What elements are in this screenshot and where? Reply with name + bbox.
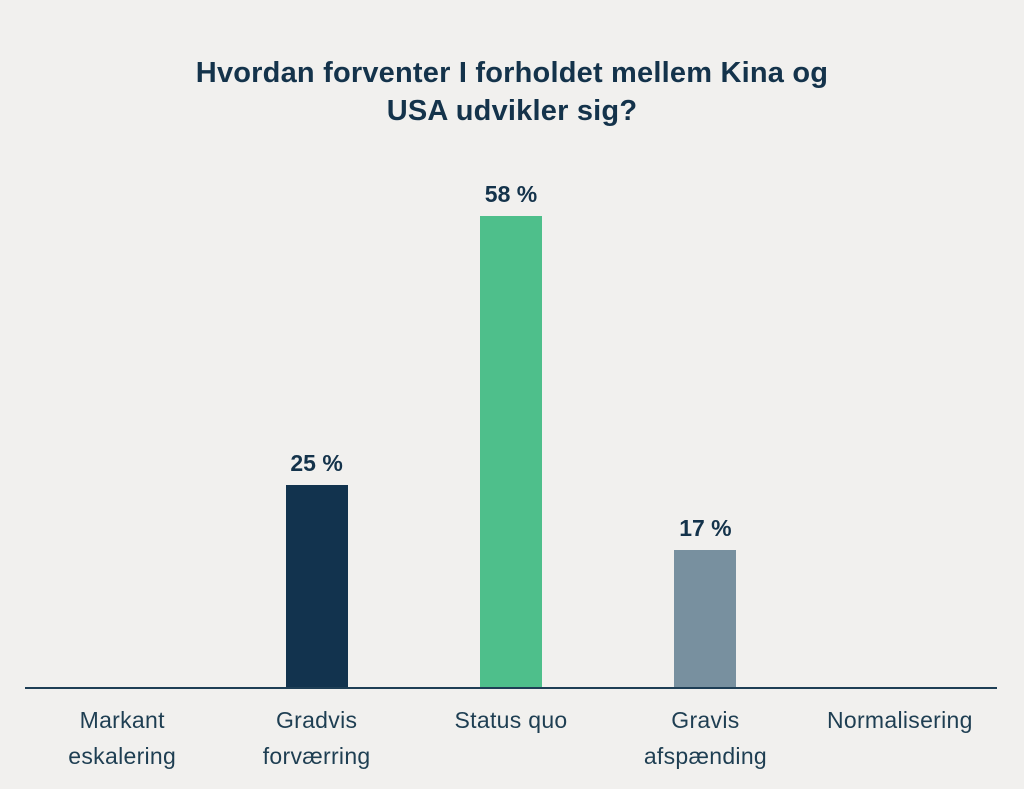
- category-label-line: Markant: [79, 707, 165, 733]
- bar: [285, 485, 348, 689]
- bar-column: [803, 160, 997, 689]
- category-label-line: forværring: [262, 743, 371, 769]
- chart-title-line-2: USA udvikler sig?: [386, 95, 638, 127]
- bar-column: 17 %: [608, 160, 802, 689]
- chart-title-line-1: Hvordan forventer I forholdet mellem Kin…: [195, 57, 829, 89]
- bar-column: 25 %: [219, 160, 413, 689]
- value-label: 25 %: [290, 450, 343, 476]
- category-label-line: Gradvis: [275, 707, 358, 733]
- category-label: Markant eskalering: [25, 702, 219, 774]
- bar-column: [25, 160, 219, 689]
- category-label-line: afspænding: [643, 743, 768, 769]
- value-label: 17 %: [679, 515, 732, 541]
- category-label: Normalisering: [803, 702, 997, 774]
- category-axis-labels: Markant eskalering Gradvis forværring Status…: [25, 702, 997, 774]
- category-label: Gravis afspænding: [608, 702, 802, 774]
- category-label-line: Gravis: [671, 707, 740, 733]
- category-label-line: Normalisering: [826, 707, 973, 733]
- category-label-line: eskalering: [68, 743, 177, 769]
- chart-title: Hvordan forventer I forholdet mellem Kin…: [0, 54, 1024, 130]
- category-label: Status quo: [414, 702, 608, 774]
- bar: [480, 216, 543, 689]
- bar-columns: 25 % 58 % 17 %: [25, 160, 997, 689]
- bar-column: 58 %: [414, 160, 608, 689]
- x-axis-line: [25, 687, 997, 689]
- value-label: 58 %: [484, 181, 538, 207]
- bar: [674, 550, 737, 689]
- category-label: Gradvis forværring: [219, 702, 413, 774]
- category-label-line: Status quo: [454, 707, 568, 733]
- plot-area: 25 % 58 % 17 %: [25, 160, 997, 689]
